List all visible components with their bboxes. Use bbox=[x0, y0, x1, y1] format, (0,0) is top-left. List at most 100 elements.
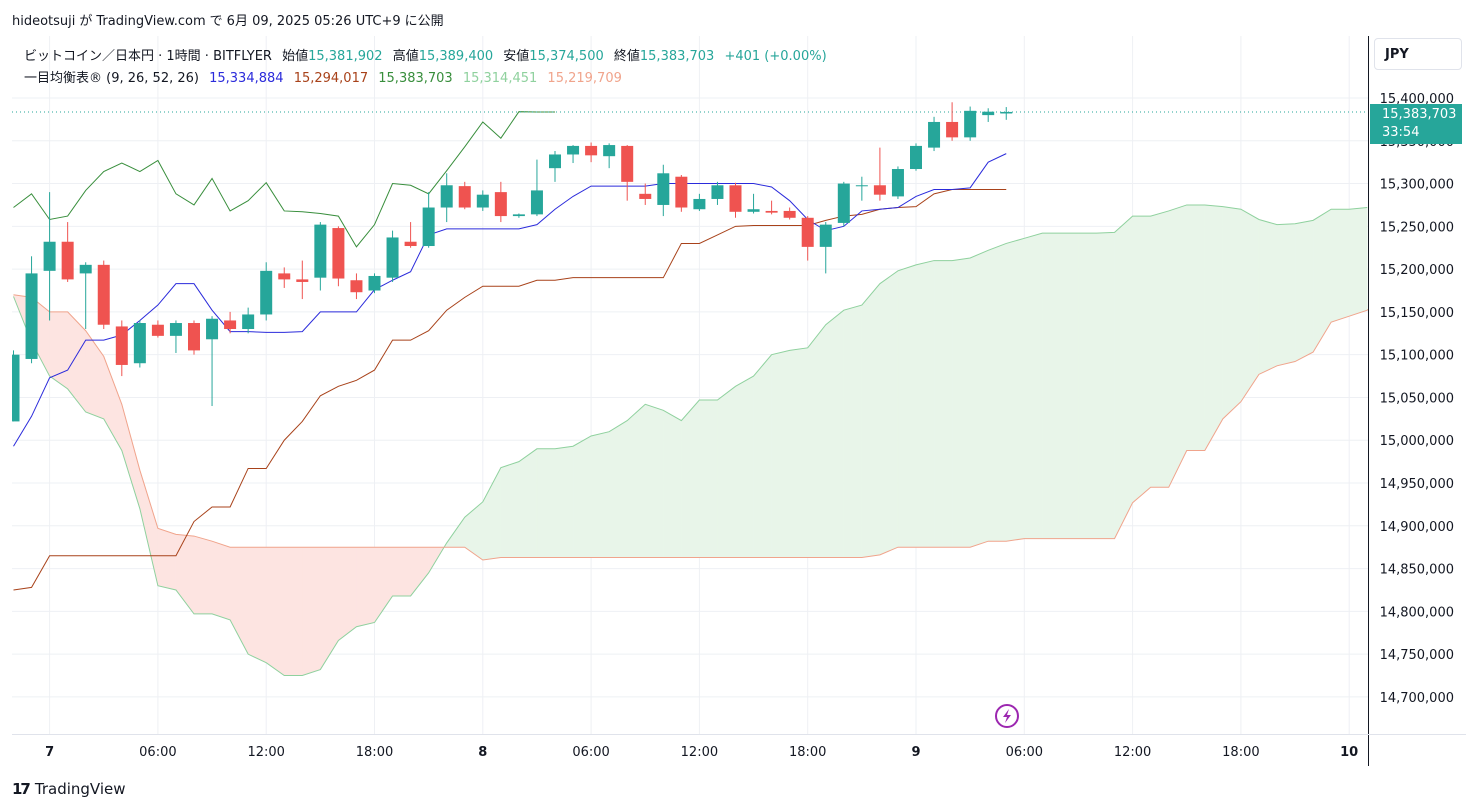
candle-body bbox=[368, 275, 381, 291]
candle-body bbox=[747, 209, 760, 212]
publish-header: hideotsuji が TradingView.com で 6月 09, 2025 0… bbox=[12, 10, 448, 29]
candle-body bbox=[783, 210, 796, 218]
cloud-segment bbox=[1258, 219, 1278, 375]
author-name[interactable]: hideotsuji bbox=[12, 14, 76, 29]
cloud-segment bbox=[572, 435, 592, 558]
cloud-segment bbox=[193, 535, 213, 615]
cloud-segment bbox=[699, 399, 718, 558]
candle-body bbox=[964, 110, 977, 138]
high-label: 高値 bbox=[392, 49, 419, 64]
cloud-segment bbox=[211, 540, 231, 621]
cloud-segment bbox=[392, 546, 411, 597]
cloud-segment bbox=[265, 546, 285, 677]
candle-body bbox=[242, 314, 255, 330]
candle-body bbox=[693, 198, 706, 210]
cloud-segment bbox=[410, 546, 429, 597]
tenkan-sen-line bbox=[13, 153, 1007, 447]
site-name[interactable]: TradingView.com bbox=[96, 14, 206, 29]
cloud-segment bbox=[1222, 206, 1242, 420]
time-axis-tick-label: 10 bbox=[1340, 745, 1358, 760]
cloud-segment bbox=[1150, 210, 1169, 488]
candle-body bbox=[115, 326, 128, 365]
cloud-segment bbox=[1312, 208, 1332, 354]
indicator-title[interactable]: 一目均衡表® (9, 26, 52, 26) bbox=[24, 71, 199, 86]
cloud-segment bbox=[554, 445, 574, 558]
time-axis-tick-label: 12:00 bbox=[1114, 745, 1151, 760]
kijun-value: 15,294,017 bbox=[293, 71, 369, 86]
cloud-segment bbox=[590, 431, 610, 558]
price-axis-tick-label: 15,100,000 bbox=[1380, 349, 1454, 364]
chikou-value: 15,383,703 bbox=[378, 71, 453, 86]
time-axis-tick-label: 7 bbox=[45, 745, 54, 760]
senkou-span-a-line bbox=[13, 204, 1368, 677]
candle-body bbox=[260, 270, 273, 315]
price-axis-tick-label: 14,750,000 bbox=[1380, 648, 1454, 663]
open-label: 始値 bbox=[282, 49, 309, 64]
time-axis-tick-label: 12:00 bbox=[247, 745, 284, 760]
candle-body bbox=[819, 224, 832, 247]
symbol-title[interactable]: ビットコイン／日本円 · 1時間 · BITFLYER bbox=[24, 49, 272, 64]
time-axis-tick-label: 18:00 bbox=[789, 745, 826, 760]
high-value: 15,389,400 bbox=[418, 49, 494, 64]
cloud-segment bbox=[735, 375, 754, 558]
cloud-segment bbox=[969, 249, 989, 548]
price-axis-tick-label: 14,950,000 bbox=[1380, 477, 1454, 492]
candle-body bbox=[404, 241, 417, 247]
footer-branding[interactable]: 17 TradingView bbox=[12, 780, 126, 798]
candle-body bbox=[494, 192, 507, 217]
candle-body bbox=[476, 194, 489, 208]
low-label: 安値 bbox=[503, 49, 530, 64]
currency-button[interactable]: JPY bbox=[1374, 38, 1462, 70]
candle-body bbox=[765, 210, 778, 213]
price-axis-tick-label: 14,850,000 bbox=[1380, 563, 1454, 578]
candle-body bbox=[675, 176, 688, 208]
cloud-segment bbox=[284, 546, 303, 676]
candle-body bbox=[639, 193, 652, 199]
candle-body bbox=[910, 145, 922, 170]
low-value: 15,374,500 bbox=[529, 49, 604, 64]
time-axis-tick-label: 06:00 bbox=[572, 745, 609, 760]
cloud-segment bbox=[807, 324, 826, 558]
candle-body bbox=[512, 214, 525, 217]
candle-body bbox=[982, 111, 995, 116]
cloud-segment bbox=[861, 282, 881, 558]
senkou-span-b-line bbox=[13, 294, 1368, 561]
cloud-segment bbox=[879, 270, 899, 556]
candle-body bbox=[169, 323, 182, 336]
candle-body bbox=[801, 217, 814, 247]
cloud-segment bbox=[843, 304, 863, 558]
time-axis-tick-label: 18:00 bbox=[1222, 745, 1259, 760]
candle-body bbox=[621, 145, 634, 182]
tradingview-brand: TradingView bbox=[34, 780, 126, 798]
cloud-segment bbox=[1024, 232, 1043, 539]
cloud-segment bbox=[1186, 204, 1206, 451]
header-particle-de: で bbox=[209, 14, 223, 29]
candle-body bbox=[837, 183, 850, 223]
open-value: 15,381,902 bbox=[308, 49, 383, 64]
price-axis-tick-label: 15,400,000 bbox=[1380, 92, 1454, 107]
cloud-segment bbox=[1114, 215, 1133, 539]
cloud-segment bbox=[915, 260, 935, 548]
close-value: 15,383,703 bbox=[639, 49, 715, 64]
cloud-segment bbox=[302, 546, 321, 676]
cloud-segment bbox=[789, 347, 808, 558]
candle-body bbox=[79, 264, 92, 274]
candle-body bbox=[458, 186, 471, 208]
candle-body bbox=[296, 279, 309, 282]
tenkan-value: 15,334,884 bbox=[209, 71, 284, 86]
time-axis-tick-label: 8 bbox=[478, 745, 487, 760]
price-axis-tick-label: 14,700,000 bbox=[1380, 691, 1454, 706]
candle-body bbox=[133, 323, 146, 364]
candle-body bbox=[729, 185, 742, 212]
cloud-segment bbox=[464, 501, 484, 561]
candle-body bbox=[332, 228, 345, 279]
time-axis-tick-label: 06:00 bbox=[1006, 745, 1043, 760]
publish-datetime: 6月 09, 2025 05:26 UTC+9 bbox=[226, 14, 401, 29]
cloud-segment bbox=[121, 404, 141, 509]
lightning-event-icon[interactable] bbox=[995, 704, 1019, 728]
cloud-segment bbox=[897, 264, 917, 548]
cloud-segment bbox=[356, 546, 375, 628]
candle-body bbox=[25, 273, 38, 359]
cloud-segment bbox=[645, 403, 664, 558]
